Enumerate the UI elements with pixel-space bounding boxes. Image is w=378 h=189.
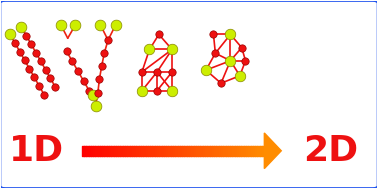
Point [86,89,92,92]
Point [43,68,49,71]
Text: 2D: 2D [303,134,358,168]
Point [7,33,13,36]
Point [28,43,34,46]
Point [23,34,29,37]
Point [146,48,152,51]
Point [12,42,18,45]
Point [218,82,224,85]
Point [242,59,248,62]
Point [90,93,96,96]
Point [31,76,37,79]
Point [47,77,53,80]
Point [139,70,145,74]
Point [169,70,175,74]
Point [139,89,145,92]
Point [99,65,105,68]
Point [19,26,25,29]
Point [7,33,13,36]
Point [154,89,160,92]
Point [212,52,218,55]
Point [96,78,102,81]
Point [113,24,119,27]
Point [36,84,42,88]
Point [98,24,104,27]
Point [75,70,81,73]
Point [239,46,245,49]
Point [81,79,87,82]
Point [95,91,101,94]
Point [22,59,28,62]
Point [41,93,47,96]
Point [52,85,58,88]
Point [154,70,160,74]
Point [26,67,33,70]
Point [17,50,23,53]
Point [228,33,234,36]
Point [203,69,209,72]
Point [33,51,39,54]
Point [211,33,217,36]
Point [58,24,64,27]
Point [228,59,234,62]
Point [237,74,243,77]
Point [101,52,107,55]
Point [38,60,44,63]
Point [156,33,162,36]
Point [69,60,75,63]
Point [19,26,25,29]
Point [93,104,99,107]
Point [169,48,175,51]
Point [64,50,70,53]
Point [72,24,78,27]
Point [169,89,175,92]
Polygon shape [264,133,281,169]
Point [105,39,111,42]
Text: 1D: 1D [9,134,64,168]
